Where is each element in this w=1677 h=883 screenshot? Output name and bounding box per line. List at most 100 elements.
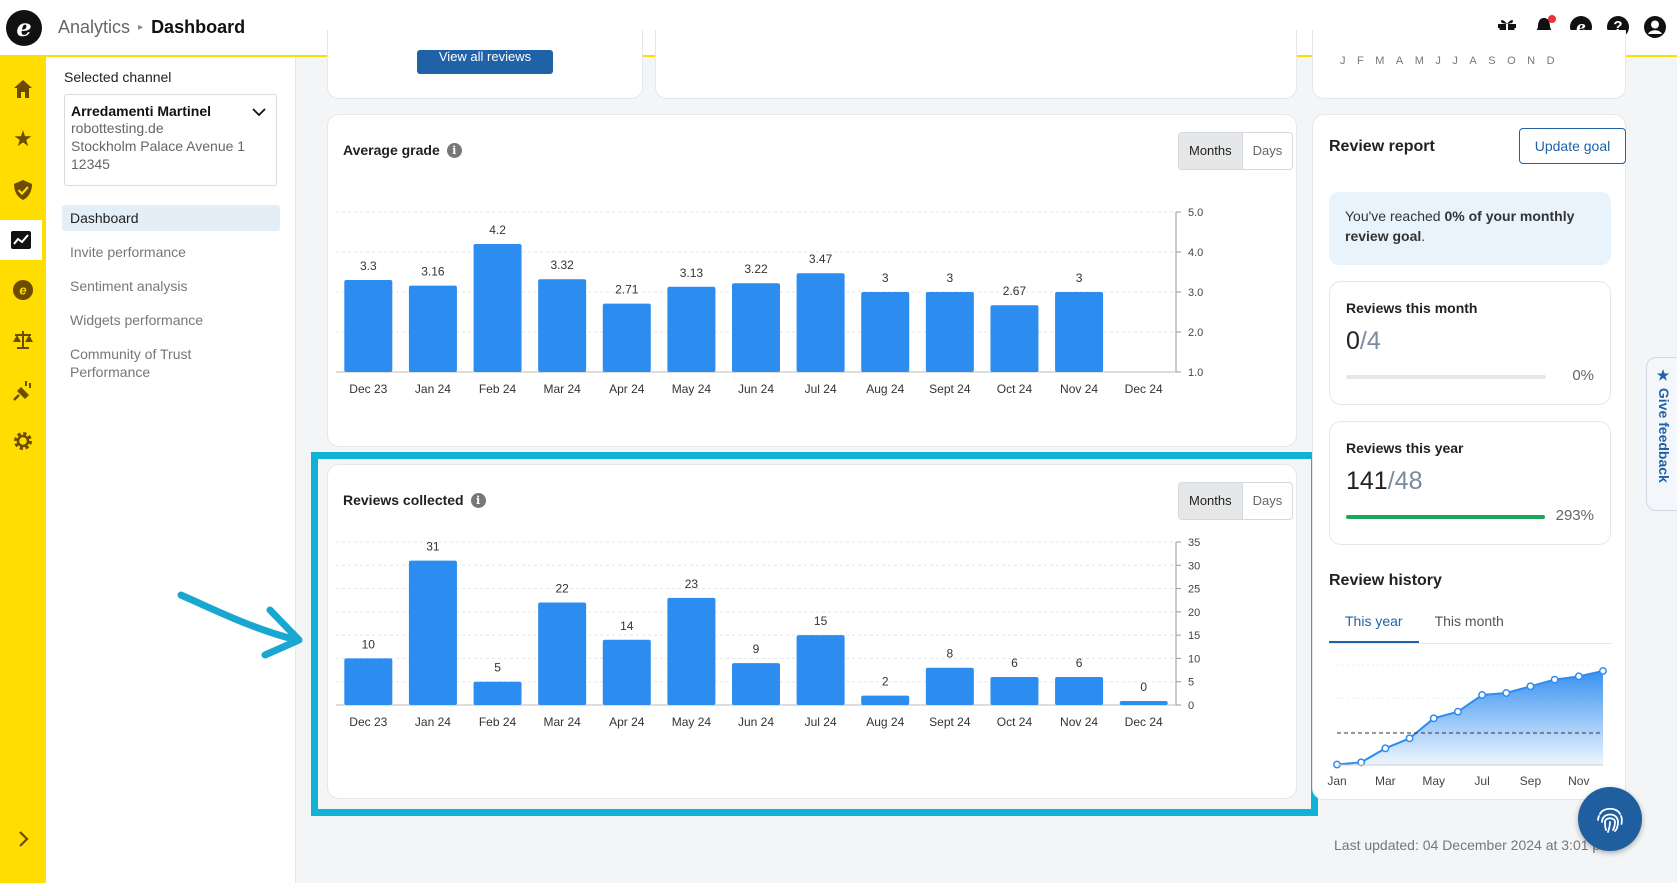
x-tick-label: Nov 24 (1060, 382, 1098, 396)
bar-sept-24 (925, 667, 974, 705)
info-icon[interactable]: i (446, 142, 462, 158)
review-history-tabs: This year This month (1329, 613, 1611, 644)
data-label: 3.32 (550, 258, 574, 272)
bar-sept-24 (925, 292, 974, 372)
x-tick-label: Jan (1327, 774, 1346, 788)
data-label: 14 (620, 619, 634, 633)
x-tick-label: Apr 24 (609, 715, 645, 729)
x-tick-label: Jul 24 (805, 715, 837, 729)
bar-apr-24 (602, 639, 651, 705)
left-rail: ★ e (0, 57, 46, 883)
x-tick-label: Aug 24 (866, 382, 904, 396)
review-report-title: Review report (1329, 138, 1435, 155)
data-label: 3.3 (360, 259, 377, 273)
plug-icon[interactable] (0, 370, 46, 410)
months-toggle[interactable]: Months (1179, 483, 1242, 519)
breadcrumb-analytics[interactable]: Analytics (58, 17, 131, 37)
review-history-title: Review history (1329, 572, 1442, 589)
e-logo-icon[interactable]: e (0, 270, 46, 310)
bar-may-24 (667, 597, 716, 705)
home-icon[interactable] (0, 69, 46, 109)
month-letter: A (1395, 55, 1404, 67)
chart-icon[interactable] (0, 220, 42, 260)
x-tick-label: Apr 24 (609, 382, 645, 396)
account-icon[interactable] (1643, 15, 1667, 39)
channel-name: Arredamenti Martinel (71, 103, 212, 119)
data-label: 4.2 (489, 223, 506, 237)
bar-dec-23 (344, 280, 393, 372)
bar-feb-24 (473, 244, 522, 372)
channel-domain: robottesting.de (71, 120, 164, 136)
y-tick-label: 1.0 (1188, 367, 1203, 379)
month-letter: F (1357, 55, 1364, 67)
x-tick-label: Dec 24 (1125, 382, 1163, 396)
history-point-jun (1453, 707, 1462, 716)
gear-icon[interactable] (0, 421, 46, 461)
month-letter: A (1469, 55, 1477, 67)
y-tick-label: 30 (1188, 560, 1200, 572)
shield-icon[interactable] (0, 170, 46, 210)
nav-dashboard[interactable]: Dashboard (62, 205, 280, 231)
average-grade-card: Average grade i Months Days 1.0 2.0 3.0 4.0… (327, 114, 1297, 447)
scale-icon[interactable] (0, 320, 46, 360)
x-tick-label: Nov (1568, 774, 1589, 788)
reviews-this-year-label: Reviews this year (1346, 440, 1464, 456)
tab-this-year[interactable]: This year (1329, 613, 1419, 643)
data-label: 22 (555, 582, 569, 596)
annotation-arrow-icon (177, 591, 303, 659)
fingerprint-button[interactable] (1578, 787, 1642, 851)
star-icon[interactable]: ★ (13, 126, 33, 151)
channel-selector[interactable]: Arredamenti Martinel robottesting.de Sto… (64, 94, 277, 186)
bar-apr-24 (602, 303, 651, 372)
app-logo[interactable]: e (6, 10, 42, 46)
reviews-collected-title: Reviews collected (343, 492, 464, 508)
y-tick-label: 35 (1188, 537, 1200, 549)
history-point-mar (1381, 744, 1390, 753)
data-label: 2.71 (615, 283, 639, 297)
data-label: 15 (814, 614, 828, 628)
chevron-down-icon[interactable] (252, 105, 266, 119)
bar-nov-24 (1055, 292, 1104, 372)
x-tick-label: Mar 24 (543, 715, 581, 729)
tab-this-month[interactable]: This month (1434, 613, 1504, 629)
x-tick-label: Dec 24 (1125, 715, 1163, 729)
nav-sentiment-analysis[interactable]: Sentiment analysis (70, 278, 188, 294)
chevron-right-icon[interactable] (0, 819, 46, 859)
history-point-sep (1526, 682, 1535, 691)
x-tick-label: Sep (1520, 774, 1542, 788)
history-point-apr (1405, 734, 1414, 743)
days-toggle[interactable]: Days (1241, 483, 1293, 519)
view-all-reviews-button[interactable]: View all reviews (417, 50, 553, 74)
nav-widgets-performance[interactable]: Widgets performance (70, 312, 204, 328)
page-title: Dashboard (151, 17, 246, 37)
nav-community-of-trust-performance[interactable]: Community of Trust Performance (70, 346, 192, 380)
x-tick-label: Mar 24 (543, 382, 581, 396)
history-point-may (1429, 714, 1438, 723)
info-icon[interactable]: i (470, 492, 486, 508)
reviews-collected-card: Reviews collected i Months Days 0 5 10 15 20… (327, 464, 1297, 799)
give-feedback-tab[interactable]: ★ Give feedback (1646, 357, 1677, 511)
notification-dot (1548, 15, 1556, 23)
bar-oct-24 (990, 305, 1039, 372)
history-point-dec (1599, 667, 1607, 675)
y-tick-label: 5.0 (1188, 207, 1203, 219)
month-letter: D (1546, 55, 1555, 67)
x-tick-label: Mar (1375, 774, 1396, 788)
data-label: 2 (882, 675, 889, 689)
data-label: 3 (947, 271, 954, 285)
breadcrumb-separator-icon: ▸ (138, 22, 144, 33)
data-label: 2.67 (1003, 284, 1027, 298)
nav-invite-performance[interactable]: Invite performance (70, 244, 186, 260)
bar-jul-24 (796, 635, 845, 705)
months-toggle[interactable]: Months (1179, 133, 1242, 169)
x-tick-label: Sept 24 (929, 382, 971, 396)
x-tick-label: Jun 24 (738, 382, 774, 396)
y-tick-label: 5 (1188, 677, 1194, 689)
update-goal-button[interactable]: Update goal (1519, 128, 1626, 164)
data-label: 5 (494, 661, 501, 675)
days-toggle[interactable]: Days (1241, 133, 1293, 169)
year-target: /48 (1387, 467, 1423, 495)
reviews-this-year-value: 141/48 (1346, 467, 1422, 496)
x-tick-label: Jun 24 (738, 715, 774, 729)
year-progress-track (1346, 515, 1545, 519)
